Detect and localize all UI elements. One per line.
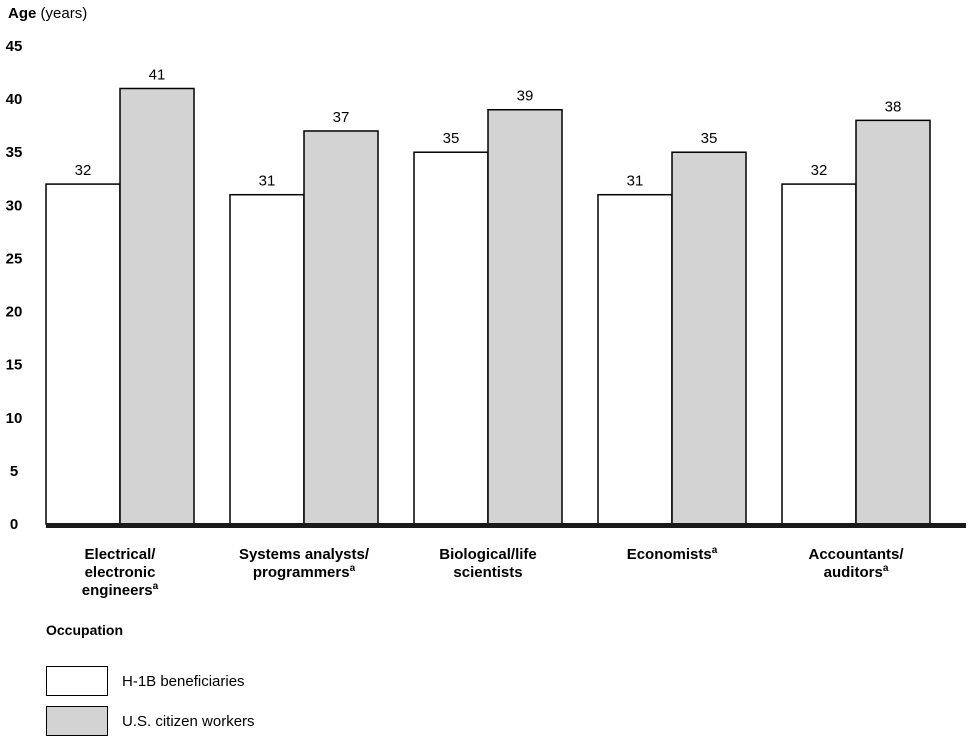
bar [229,193,305,525]
legend-label-us-citizen: U.S. citizen workers [122,713,255,730]
y-tick-label: 15 [6,357,23,374]
bar [597,193,673,525]
bar-value-label: 31 [627,173,644,190]
x-tick-label: Biological/life scientists [439,546,537,581]
y-tick-label: 10 [6,410,23,427]
x-axis-baseline [46,523,966,528]
bar-value-label: 41 [149,66,166,83]
y-tick-label: 20 [6,304,23,321]
bar [303,130,379,525]
x-tick-label: Electrical/electronic engineersa [81,546,159,599]
x-axis-title: Occupation [46,622,124,638]
y-tick-label: 25 [6,250,23,267]
bar [45,183,121,525]
bar [119,87,195,525]
y-axis-label: Age (years) [8,5,87,22]
legend-label-h1b: H-1B beneficiaries [122,673,245,690]
bar [671,151,747,525]
bar-value-label: 39 [517,88,534,105]
bar [855,119,931,525]
bar-value-label: 38 [885,98,902,115]
y-axis-label-bold: Age [8,5,37,22]
bar-value-label: 32 [811,162,828,179]
legend-swatch-h1b [46,666,108,696]
y-tick-label: 40 [6,91,23,108]
x-tick-label: Systems analysts/programmersa [238,546,370,581]
bar-value-label: 32 [75,162,92,179]
x-tick-label: Accountants/auditorsa [808,546,904,581]
bar [413,151,489,525]
bar [487,108,563,525]
y-tick-label: 5 [10,463,18,480]
y-tick-label: 35 [6,144,23,161]
y-tick-label: 30 [6,197,23,214]
bar-value-label: 37 [333,109,350,126]
bar-value-label: 35 [701,130,718,147]
bar-value-label: 35 [443,130,460,147]
y-axis-label-unit: (years) [40,5,88,22]
bar [781,183,857,525]
bar-value-label: 31 [259,173,276,190]
legend-swatch-us-citizen [46,706,108,736]
y-tick-label: 0 [10,516,18,533]
y-tick-label: 45 [6,38,23,55]
x-tick-label: Economistsa [626,545,718,564]
